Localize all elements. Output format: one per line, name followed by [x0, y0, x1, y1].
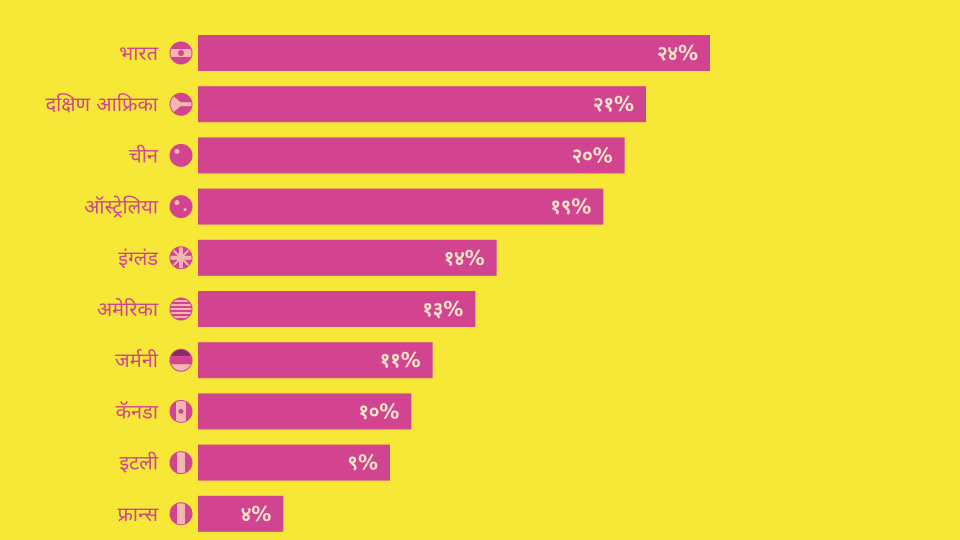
india-flag-icon: [169, 41, 193, 65]
canada-flag-icon: [169, 399, 193, 423]
bar: [198, 342, 433, 379]
value-label: ४%: [241, 502, 271, 526]
value-label: १९%: [550, 195, 591, 219]
category-label: अमेरिका: [97, 297, 159, 321]
england-flag-icon: [169, 246, 193, 270]
category-label: भारत: [119, 41, 158, 65]
value-label: १४%: [444, 246, 485, 270]
value-label: २०%: [572, 143, 613, 167]
australia-flag-icon: [169, 195, 193, 219]
bar: [198, 188, 604, 225]
bar: [198, 239, 497, 276]
category-label: फ्रान्स: [117, 502, 158, 526]
category-label: ऑस्ट्रेलिया: [84, 195, 159, 219]
category-label: कॅनडा: [116, 399, 159, 423]
category-label: जर्मनी: [115, 348, 159, 372]
value-labels: २४% २१% २०% १९% १४% १३% ११% १०% ९% ४%: [241, 41, 698, 526]
value-label: १०%: [358, 399, 399, 423]
bars: [198, 35, 710, 532]
category-label: चीन: [129, 143, 159, 167]
value-label: ९%: [348, 451, 378, 475]
category-label: इंग्लंड: [118, 246, 158, 270]
category-label: इटली: [119, 451, 158, 475]
flag-icons: [169, 41, 193, 526]
italy-flag-icon: [169, 451, 193, 475]
bar: [198, 86, 646, 123]
usa-flag-icon: [169, 297, 193, 321]
china-flag-icon: [169, 143, 193, 167]
bar: [198, 35, 710, 71]
germany-flag-icon: [169, 348, 193, 372]
value-label: २४%: [657, 41, 698, 65]
value-label: १३%: [422, 297, 463, 321]
south-africa-flag-icon: [169, 92, 193, 116]
category-labels: भारत दक्षिण आफ्रिका चीन ऑस्ट्रेलिया इंग्लंड अ…: [45, 41, 158, 526]
value-label: २१%: [593, 92, 634, 116]
value-label: ११%: [380, 348, 421, 372]
france-flag-icon: [169, 502, 193, 526]
bar: [198, 291, 476, 327]
bar: [198, 495, 284, 532]
bar: [198, 444, 390, 481]
bar: [198, 393, 412, 430]
bar: [198, 137, 625, 174]
category-label: दक्षिण आफ्रिका: [45, 92, 158, 116]
